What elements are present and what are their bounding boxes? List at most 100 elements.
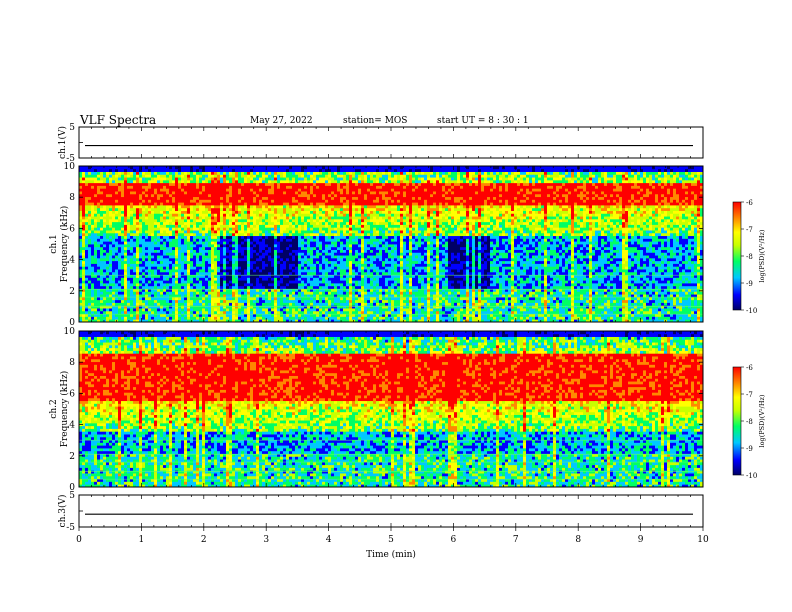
spectrogram-cell	[106, 244, 110, 248]
spectrogram-cell	[211, 221, 215, 225]
spectrogram-cell	[187, 271, 191, 276]
spectrogram-cell	[181, 266, 185, 270]
spectrogram-cell	[226, 179, 230, 184]
spectrogram-cell	[280, 280, 284, 284]
spectrogram-cell	[334, 280, 338, 284]
spectrogram-cell	[175, 205, 179, 209]
spectrogram-cell	[196, 319, 200, 323]
spectrogram-cell	[247, 191, 251, 195]
spectrogram-cell	[328, 271, 332, 276]
spectrogram-cell	[217, 241, 221, 245]
spectrogram-cell	[151, 213, 155, 217]
spectrogram-cell	[247, 294, 251, 298]
spectrogram-cell	[94, 269, 98, 273]
spectrogram-cell	[316, 185, 320, 189]
spectrogram-cell	[265, 221, 269, 225]
spectrogram-cell	[133, 224, 137, 228]
spectrogram-cell	[283, 213, 287, 217]
spectrogram-cell	[301, 232, 305, 237]
spectrogram-cell	[124, 205, 128, 209]
spectrogram-cell	[214, 179, 218, 184]
spectrogram-cell	[244, 230, 248, 234]
spectrogram-cell	[235, 316, 239, 320]
spectrogram-cell	[178, 302, 182, 306]
spectrogram-cell	[169, 221, 173, 225]
spectrogram-cell	[103, 257, 107, 262]
spectrogram-cell	[283, 241, 287, 245]
spectrogram-cell	[163, 288, 167, 292]
spectrogram-cell	[136, 205, 140, 209]
spectrogram-cell	[310, 249, 314, 253]
spectrogram-cell	[124, 305, 128, 309]
spectrogram-cell	[115, 296, 119, 301]
spectrogram-cell	[160, 283, 164, 287]
spectrogram-cell	[199, 232, 203, 237]
spectrogram-cell	[220, 227, 224, 231]
spectrogram-cell	[220, 277, 224, 281]
spectrogram-cell	[304, 210, 308, 214]
spectrogram-cell	[253, 244, 257, 248]
spectrogram-cell	[175, 260, 179, 264]
spectrogram-cell	[235, 188, 239, 192]
spectrogram-cell	[94, 285, 98, 289]
spectrogram-cell	[178, 191, 182, 195]
spectrogram-cell	[340, 210, 344, 214]
spectrogram-cell	[136, 255, 140, 259]
spectrogram-cell	[187, 266, 191, 270]
spectrogram-cell	[217, 266, 221, 270]
spectrogram-cell	[166, 188, 170, 192]
spectrogram-cell	[166, 168, 170, 172]
spectrogram-cell	[268, 188, 272, 192]
spectrogram-cell	[328, 218, 332, 223]
spectrogram-cell	[259, 168, 263, 172]
spectrogram-cell	[283, 227, 287, 231]
spectrogram-cell	[343, 294, 347, 298]
spectrogram-cell	[337, 188, 341, 192]
spectrogram-cell	[121, 174, 125, 178]
spectrogram-cell	[148, 260, 152, 264]
spectrogram-cell	[148, 235, 152, 239]
spectrogram-cell	[262, 249, 266, 253]
spectrogram-cell	[130, 277, 134, 281]
spectrogram-cell	[172, 227, 176, 231]
spectrogram-cell	[256, 193, 260, 198]
spectrogram-cell	[232, 188, 236, 192]
spectrogram-cell	[235, 174, 239, 178]
spectrogram-cell	[169, 207, 173, 211]
spectrogram-cell	[334, 249, 338, 253]
spectrogram-cell	[316, 182, 320, 186]
spectrogram-cell	[97, 252, 101, 256]
spectrogram-cell	[139, 202, 143, 206]
spectrogram-cell	[235, 166, 239, 170]
spectrogram-cell	[232, 227, 236, 231]
spectrogram-cell	[313, 177, 317, 181]
spectrogram-cell	[346, 316, 350, 320]
spectrogram-cell	[325, 182, 329, 186]
spectrogram-cell	[91, 288, 95, 292]
spectrogram-cell	[232, 179, 236, 184]
spectrogram-cell	[334, 199, 338, 203]
spectrogram-cell	[292, 177, 296, 181]
spectrogram-cell	[235, 191, 239, 195]
spectrogram-cell	[274, 252, 278, 256]
spectrogram-cell	[319, 221, 323, 225]
spectrogram-cell	[190, 316, 194, 320]
spectrogram-cell	[124, 196, 128, 200]
spectrogram-cell	[199, 213, 203, 217]
spectrogram-cell	[142, 308, 146, 312]
spectrogram-cell	[133, 235, 137, 239]
spectrogram-cell	[301, 205, 305, 209]
spectrogram-cell	[193, 296, 197, 301]
spectrogram-cell	[211, 296, 215, 301]
spectrogram-cell	[247, 202, 251, 206]
spectrogram-cell	[307, 244, 311, 248]
spectrogram-cell	[103, 221, 107, 225]
spectrogram-cell	[235, 207, 239, 211]
spectrogram-cell	[262, 210, 266, 214]
spectrogram-cell	[325, 288, 329, 292]
spectrogram-cell	[85, 263, 89, 267]
spectrogram-cell	[181, 283, 185, 287]
spectrogram-cell	[79, 299, 83, 303]
spectrogram-cell	[310, 224, 314, 228]
spectrogram-cell	[187, 249, 191, 253]
